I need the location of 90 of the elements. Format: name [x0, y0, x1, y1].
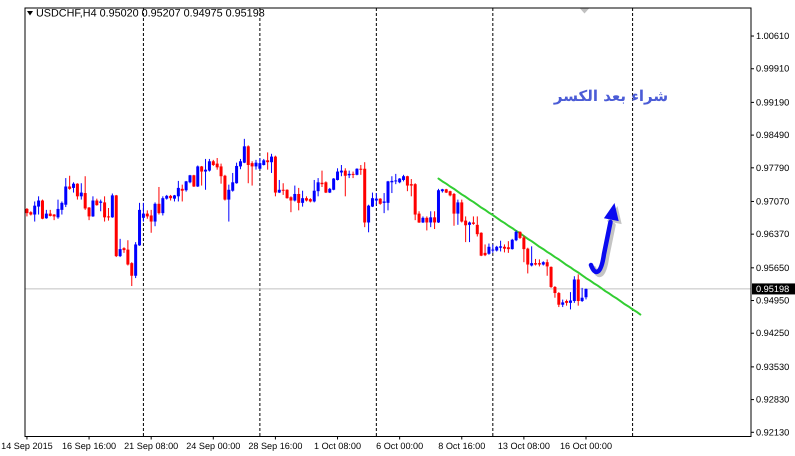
y-tick-label: 0.99910 [756, 64, 790, 74]
annotation: شراء بعد الكسر [552, 87, 668, 105]
candlestick [550, 266, 553, 288]
y-tick-label: 0.93530 [756, 362, 790, 372]
candlestick [456, 199, 460, 226]
y-tick-label: 0.95650 [756, 262, 790, 273]
candlestick [76, 182, 79, 200]
candlestick [103, 196, 106, 222]
candlestick [56, 199, 60, 220]
candlestick [580, 287, 584, 302]
y-tick-label: 0.96370 [756, 229, 790, 240]
candlestick [33, 200, 36, 222]
candlestick [64, 178, 68, 208]
y-tick-label: 0.94250 [756, 328, 790, 338]
candlestick [161, 196, 164, 216]
candlestick [200, 165, 204, 186]
y-tick-label: 0.94950 [756, 296, 790, 306]
candlestick [242, 138, 246, 164]
candlestick [208, 158, 211, 172]
candlestick [254, 159, 258, 170]
candlestick [576, 274, 580, 306]
candlestick [425, 216, 428, 231]
candlestick [301, 190, 304, 208]
x-tick-label: 16 Sep 16:00 [62, 441, 116, 451]
candlestick [99, 199, 102, 212]
candlestick [340, 164, 343, 177]
candlestick [584, 288, 588, 300]
y-tick-label: 0.99190 [756, 97, 790, 108]
candlestick [204, 158, 208, 190]
candlestick [510, 238, 514, 250]
y-tick-label: 0.97790 [756, 162, 790, 173]
candlestick [246, 144, 250, 184]
candlestick [374, 192, 378, 206]
candlestick [40, 199, 44, 220]
candlestick [37, 196, 40, 216]
x-tick-label: 6 Oct 00:00 [376, 441, 424, 451]
candlestick [514, 230, 518, 242]
candlestick [270, 153, 274, 174]
x-tick-label: 8 Oct 16:00 [438, 441, 486, 451]
candlestick [91, 196, 94, 218]
line-series [437, 178, 642, 316]
candlestick [196, 164, 200, 188]
y-tick-label: 1.00610 [756, 31, 790, 42]
candlestick [192, 174, 196, 188]
candlestick [286, 188, 289, 200]
x-tick-label: 21 Sep 08:00 [124, 441, 178, 451]
x-tick-label: 13 Oct 08:00 [498, 441, 550, 451]
x-tick-label: 16 Oct 00:00 [560, 441, 612, 451]
candlestick [282, 182, 285, 196]
candlestick [80, 182, 83, 200]
y-tick-label: 0.92830 [756, 394, 790, 405]
candlestick [68, 175, 72, 190]
candlestick [572, 276, 576, 304]
candlestick [429, 210, 432, 228]
candlestick [433, 210, 436, 230]
candlestick [546, 258, 549, 276]
x-tick-label: 28 Sep 16:00 [248, 441, 302, 451]
candlestick [118, 238, 122, 258]
chart-title: USDCHF,H4 0.95020 0.95207 0.94975 0.95198 [36, 8, 265, 20]
x-tick-label: 24 Sep 00:00 [186, 441, 240, 451]
candlestick [150, 209, 153, 234]
candlestick [223, 174, 226, 202]
candlestick [157, 186, 160, 216]
x-tick-label: 1 Oct 08:00 [314, 441, 362, 451]
candlestick [312, 179, 316, 203]
candlestick [386, 180, 390, 211]
candlestick [324, 180, 328, 194]
candlestick [468, 221, 472, 243]
candlestick [344, 168, 347, 197]
x-tick-label: 14 Sep 2015 [1, 441, 53, 451]
candlestick [452, 192, 456, 226]
candlestick [176, 180, 180, 202]
candlestick [293, 185, 296, 202]
ref-line-label: 0.95198 [756, 284, 790, 294]
candlestick [487, 243, 490, 256]
candlestick [557, 292, 560, 308]
candlestick [297, 187, 300, 211]
candlestick [530, 246, 534, 267]
candlestick [220, 163, 223, 184]
candlestick [110, 193, 114, 218]
candlestick [154, 202, 157, 227]
y-tick-label: 0.92130 [756, 427, 790, 438]
candlestick [522, 235, 526, 263]
candlestick [394, 173, 398, 185]
candlestick [406, 175, 409, 192]
y-tick-label: 0.97070 [756, 196, 790, 206]
candlestick [72, 182, 76, 194]
candlestick [553, 286, 556, 298]
y-tick-label: 0.98490 [756, 130, 790, 140]
candlestick [258, 158, 262, 170]
